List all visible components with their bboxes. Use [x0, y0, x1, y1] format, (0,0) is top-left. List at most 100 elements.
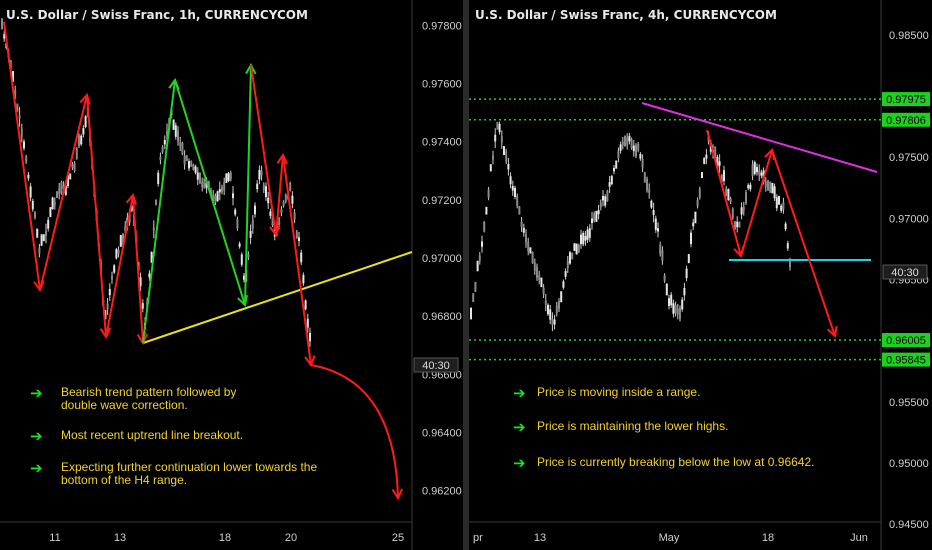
- h4-candle: [564, 271, 567, 277]
- h4-candle: [705, 154, 708, 159]
- h4-candle: [613, 168, 615, 172]
- y-tick-label: 0.94500: [889, 519, 929, 531]
- h4-candle: [604, 196, 607, 206]
- h1-candle: [258, 169, 261, 180]
- h4-candle: [690, 232, 692, 245]
- h1-candle: [56, 191, 58, 199]
- h4-candle: [494, 134, 497, 142]
- h1-chart-panel[interactable]: 0.97800 0.97600 0.97400 0.97200 0.97000 0.968…: [0, 0, 463, 550]
- h4-candle: [536, 266, 538, 278]
- h1-candle: [240, 254, 243, 265]
- h1-candle: [51, 197, 54, 210]
- h4-candle: [679, 308, 681, 319]
- h4-candle: [606, 190, 609, 202]
- h1-candle: [31, 201, 34, 210]
- h1-candle: [269, 211, 272, 216]
- h1-candle: [271, 215, 274, 226]
- x-tick-label: 25: [392, 532, 404, 544]
- h1-candle: [152, 227, 155, 231]
- bear-arrow: [275, 154, 284, 236]
- h1-candle: [163, 139, 166, 145]
- panel-divider[interactable]: [463, 0, 469, 550]
- h4-candle: [670, 294, 673, 306]
- h1-candle: [40, 234, 43, 246]
- y-tick-label: 0.97000: [422, 253, 462, 265]
- h4-candle: [643, 172, 646, 183]
- h1-chart-title: U.S. Dollar / Swiss Franc, 1h, CURRENCYC…: [6, 8, 308, 22]
- h4-candle: [553, 319, 556, 325]
- bear-arrow-head: [826, 325, 838, 338]
- h4-candle: [674, 304, 677, 314]
- h4-candle: [602, 196, 604, 201]
- h4-candle: [753, 162, 756, 174]
- h4-candle: [478, 255, 481, 261]
- h1-candle: [260, 171, 263, 176]
- h1-candle: [194, 166, 197, 173]
- h4-candle: [698, 188, 701, 198]
- bull-arrow: [174, 79, 246, 306]
- bear-arrow: [250, 64, 277, 236]
- bear-arrow: [86, 94, 107, 338]
- h1-candle: [232, 193, 234, 199]
- h1-candle: [282, 201, 285, 207]
- h4-candle: [597, 210, 600, 215]
- x-tick-label: 18: [219, 532, 231, 544]
- h4-candle: [619, 144, 622, 151]
- h4-candle: [628, 135, 631, 142]
- h1-candle: [161, 146, 164, 153]
- h1-candle: [188, 161, 190, 169]
- h1-candle: [122, 233, 124, 246]
- y-tick-label: 0.97400: [422, 137, 462, 149]
- h1-candle: [82, 128, 85, 135]
- y-tick-label: 0.96800: [422, 311, 462, 323]
- h4-candle: [582, 232, 585, 245]
- h1-candle: [185, 155, 188, 161]
- uptrend-line: [142, 251, 413, 344]
- h1-candle: [295, 230, 298, 239]
- h4-candle: [503, 146, 505, 156]
- h1-candle: [60, 181, 63, 194]
- h1-note-1: Bearish trend pattern followed by double…: [61, 385, 237, 412]
- y-tick-label: 0.97600: [422, 79, 462, 91]
- h4-candle: [676, 308, 679, 315]
- h1-candle: [236, 219, 239, 229]
- bullet-arrow-icon: ➔: [30, 427, 43, 445]
- h4-candle: [736, 221, 739, 228]
- h4-candle: [648, 189, 651, 193]
- bear-arrow: [132, 194, 144, 344]
- h1-candle: [62, 185, 65, 189]
- bear-arrow: [39, 94, 88, 291]
- h1-candle: [201, 182, 204, 187]
- h4-candle: [778, 195, 780, 205]
- h4-candle: [751, 164, 754, 176]
- h1-candle: [9, 60, 12, 70]
- h4-candle: [516, 195, 519, 207]
- x-tick-label: pr: [473, 532, 483, 544]
- h4-chart-title: U.S. Dollar / Swiss Franc, 4h, CURRENCYC…: [475, 8, 777, 22]
- bull-arrow: [142, 79, 176, 344]
- h4-candle: [549, 309, 552, 320]
- h1-candle: [106, 303, 109, 310]
- h4-candle: [591, 218, 593, 224]
- y-tick-label: 0.96400: [422, 427, 462, 439]
- h1-candle: [199, 173, 201, 183]
- h1-candle: [223, 181, 226, 191]
- h4-candle: [681, 299, 684, 310]
- h4-candle: [520, 221, 523, 228]
- h4-candle: [635, 145, 637, 157]
- h4-candle: [764, 181, 767, 188]
- h4-candle: [485, 206, 488, 215]
- y-tick-label: 0.97500: [889, 152, 929, 164]
- h4-candle: [470, 307, 472, 320]
- h1-note-2: Most recent uptrend line breakout.: [61, 428, 244, 442]
- h4-candle: [595, 210, 598, 222]
- h4-candle: [626, 137, 629, 146]
- h1-candle: [36, 228, 39, 238]
- h4-candle: [780, 205, 783, 211]
- h1-candle: [214, 195, 217, 203]
- h4-chart-panel[interactable]: 0.98500 0.97500 0.97000 0.96500 0.95500 0.950…: [469, 0, 932, 550]
- h1-candle: [29, 186, 32, 198]
- h4-candle: [505, 151, 508, 162]
- h1-candle: [47, 219, 50, 229]
- h4-candle: [472, 293, 475, 303]
